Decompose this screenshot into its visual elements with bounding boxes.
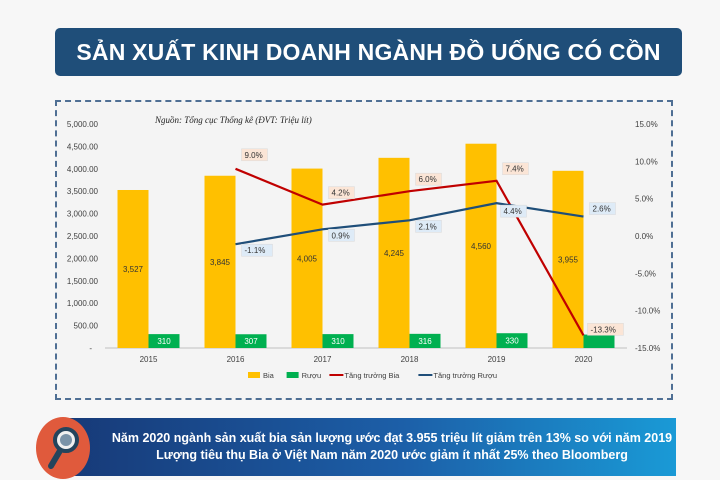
bar-ruou	[148, 334, 180, 348]
right-axis-tick: -5.0%	[635, 269, 656, 278]
legend-label: Rượu	[302, 371, 322, 380]
page-title: SẢN XUẤT KINH DOANH NGÀNH ĐỒ UỐNG CÓ CỒN	[55, 28, 682, 76]
legend-label: Tăng trưởng Bia	[344, 371, 400, 380]
bar-label-ruou: 307	[244, 337, 258, 346]
summary-banner: Năm 2020 ngành sản xuất bia sản lượng ướ…	[68, 418, 676, 476]
line-label: 4.2%	[332, 189, 350, 198]
line-label-box	[502, 162, 529, 175]
summary-line-2: Lượng tiêu thụ Bia ở Việt Nam năm 2020 ư…	[156, 448, 628, 462]
left-axis-tick: 4,000.00	[67, 165, 99, 174]
line-growth-bia	[235, 167, 585, 336]
bar-label-ruou: 330	[505, 337, 519, 346]
bar-ruou	[322, 334, 354, 348]
line-label: -1.1%	[245, 246, 266, 255]
line-label: 2.1%	[419, 222, 437, 231]
x-axis-tick: 2017	[314, 355, 332, 364]
x-axis-tick: 2018	[401, 355, 419, 364]
legend-label: Tăng trưởng Rượu	[433, 371, 497, 380]
legend-swatch	[248, 372, 260, 378]
line-label: 4.4%	[504, 207, 522, 216]
bar-bia	[552, 170, 584, 348]
line-label: 6.0%	[419, 175, 437, 184]
legend-label: Bia	[263, 371, 275, 380]
bar-ruou	[496, 333, 528, 348]
line-label: 2.6%	[593, 205, 611, 214]
right-axis-tick: 15.0%	[635, 120, 658, 129]
x-axis-tick: 2019	[488, 355, 506, 364]
source-note: Nguồn: Tổng cục Thống kê (ĐVT: Triệu lít…	[154, 115, 312, 125]
bar-bia	[465, 143, 497, 348]
line-label-box	[241, 148, 268, 162]
right-axis-tick: 0.0%	[635, 232, 653, 241]
bar-label-bia: 4,005	[297, 254, 318, 263]
left-axis-tick: 2,500.00	[67, 232, 99, 241]
bar-label-bia: 4,245	[384, 249, 405, 258]
left-axis-tick: 2,000.00	[67, 254, 99, 263]
line-label-box	[241, 243, 273, 257]
bar-bia	[117, 189, 149, 348]
bar-label-ruou: 316	[418, 337, 432, 346]
bar-ruou	[235, 334, 267, 348]
left-axis-tick: -	[89, 344, 92, 353]
left-axis-tick: 3,000.00	[67, 210, 99, 219]
x-axis-tick: 2016	[227, 355, 245, 364]
left-axis-tick: 1,000.00	[67, 299, 99, 308]
right-axis-tick: 10.0%	[635, 157, 658, 166]
line-label: 9.0%	[245, 151, 263, 160]
line-label-box	[328, 186, 355, 199]
bar-label-bia: 3,527	[123, 265, 144, 274]
x-axis-tick: 2020	[575, 355, 593, 364]
left-axis-tick: 4,500.00	[67, 142, 99, 151]
left-axis-tick: 500.00	[74, 322, 99, 331]
line-label: 7.4%	[506, 165, 524, 174]
right-axis-tick: 5.0%	[635, 195, 653, 204]
line-label-box	[589, 202, 616, 215]
left-axis-tick: 5,000.00	[67, 120, 99, 129]
line-label-box	[328, 229, 355, 242]
bar-bia	[204, 175, 236, 348]
bar-label-ruou: 310	[331, 337, 345, 346]
bar-label-bia: 3,955	[558, 255, 579, 264]
bar-label-bia: 4,560	[471, 242, 492, 251]
line-label-box	[500, 204, 527, 218]
bar-bia	[378, 157, 410, 348]
line-label: -13.3%	[591, 325, 616, 334]
right-axis-tick: -10.0%	[635, 307, 660, 316]
magnifier-icon	[36, 417, 90, 479]
bar-ruou	[409, 333, 441, 348]
summary-line-1: Năm 2020 ngành sản xuất bia sản lượng ướ…	[111, 431, 673, 445]
line-label-box	[587, 323, 624, 336]
left-axis-tick: 3,500.00	[67, 187, 99, 196]
left-axis-tick: 1,500.00	[67, 277, 99, 286]
right-axis-tick: -15.0%	[635, 344, 660, 353]
legend-swatch	[286, 372, 299, 378]
bar-ruou	[583, 334, 615, 348]
bar-label-ruou: 310	[157, 337, 171, 346]
line-label: 0.9%	[332, 231, 350, 240]
line-label-box	[415, 172, 442, 186]
line-label-box	[415, 220, 442, 233]
bar-label-bia: 3,845	[210, 258, 231, 267]
x-axis-tick: 2015	[140, 355, 158, 364]
